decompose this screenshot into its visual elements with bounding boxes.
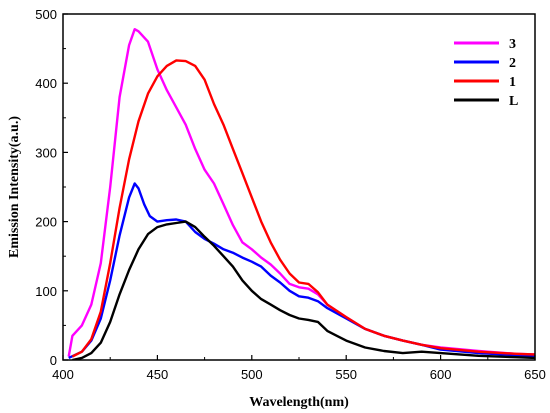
- series-line-l: [72, 220, 535, 360]
- series-layer: [67, 28, 535, 360]
- y-axis: 0 100 200 300 400 500: [35, 7, 68, 368]
- series-line-1: [71, 59, 535, 358]
- series-line-2: [68, 182, 535, 359]
- y-tick-label: 100: [35, 284, 57, 299]
- x-tick-label: 550: [335, 367, 357, 382]
- x-tick-label: 450: [147, 367, 169, 382]
- y-tick-label: 500: [35, 7, 57, 22]
- x-axis: 400 450 500 550 600 650: [52, 355, 546, 382]
- y-tick-label: 0: [50, 353, 57, 368]
- x-tick-label: 500: [241, 367, 263, 382]
- x-axis-title: Wavelength(nm): [249, 395, 349, 410]
- legend: 3 2 1 L: [454, 37, 518, 109]
- legend-label-2: 2: [509, 56, 516, 71]
- x-tick-label: 650: [524, 367, 546, 382]
- y-tick-label: 300: [35, 145, 57, 160]
- legend-label-l: L: [509, 94, 518, 109]
- series-line-3: [67, 28, 535, 357]
- x-tick-label: 600: [430, 367, 452, 382]
- y-axis-title: Emission Intensity(a.u.): [7, 116, 22, 258]
- y-tick-label: 200: [35, 215, 57, 230]
- legend-label-3: 3: [509, 37, 516, 52]
- legend-label-1: 1: [509, 75, 516, 90]
- y-tick-label: 400: [35, 76, 57, 91]
- x-tick-label: 400: [52, 367, 74, 382]
